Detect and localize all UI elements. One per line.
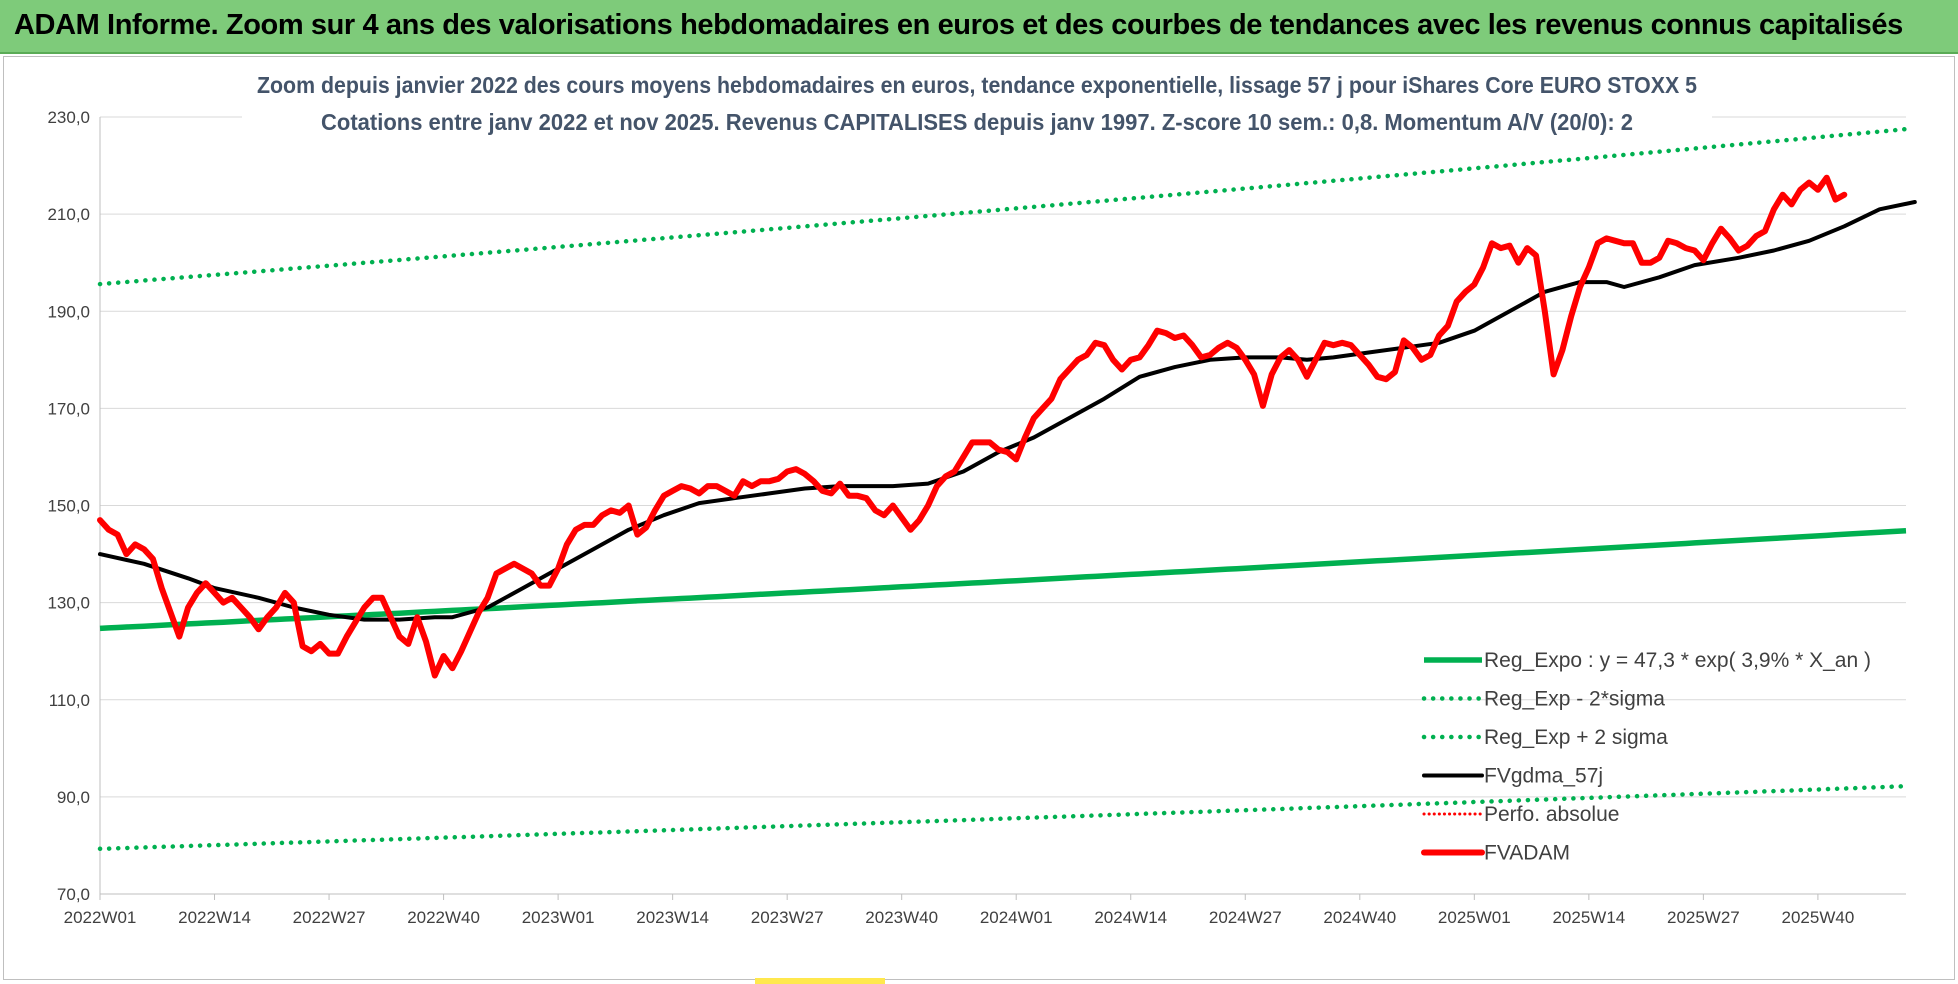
gridlines [100,116,1906,798]
x-tick-label: 2024W40 [1323,908,1396,927]
y-tick-label: 230,0 [47,108,90,127]
x-tick-label: 2022W01 [64,908,137,927]
series-line-red-thick [97,174,1848,679]
x-tick-label: 2025W40 [1782,908,1855,927]
legend-label: FVgdma_57j [1484,765,1603,788]
chart-area: 70,0 90,0 110,0 130,0 150,0 170,0 190,0 210,0 23… [3,56,1955,980]
y-tick-label: 170,0 [47,399,90,418]
legend: Reg_Expo : y = 47,3 * exp( 3,9% * X_an )… [1421,649,1871,865]
legend-label: Reg_Exp + 2 sigma [1484,726,1668,749]
legend-label: Perfo. absolue [1484,803,1619,826]
line-chart: 70,0 90,0 110,0 130,0 150,0 170,0 190,0 210,0 23… [47,63,1917,927]
y-tick-label: 90,0 [57,788,90,807]
x-tick-label: 2023W27 [751,908,824,927]
legend-label: Reg_Expo : y = 47,3 * exp( 3,9% * X_an ) [1484,649,1871,672]
y-tick-label: 210,0 [47,205,90,224]
y-tick-label: 150,0 [47,497,90,516]
x-tick-label: 2023W01 [522,908,595,927]
series-line-green-dotted [97,783,1909,852]
axes: 70,0 90,0 110,0 130,0 150,0 170,0 190,0 210,0 23… [47,108,1906,927]
legend-label: FVADAM [1484,842,1570,865]
report-header: ADAM Informe. Zoom sur 4 ans des valoris… [0,0,1958,54]
report-title: ADAM Informe. Zoom sur 4 ans des valoris… [14,9,1903,41]
series-line-black-solid [98,200,1917,622]
y-tick-label: 190,0 [47,302,90,321]
y-tick-label: 110,0 [49,691,90,710]
x-tick-label: 2022W40 [407,908,480,927]
chart-subtitle: Zoom depuis janvier 2022 des cours moyen… [242,63,1712,145]
y-tick-label: 130,0 [47,594,90,613]
x-tick-label: 2025W01 [1438,908,1511,927]
x-tick-label: 2025W14 [1552,908,1625,927]
x-tick-label: 2024W14 [1094,908,1167,927]
subtitle-line-1: Zoom depuis janvier 2022 des cours moyen… [257,72,1697,98]
subtitle-background [242,63,1712,145]
series-line-green-dotted [97,126,1909,287]
subtitle-line-2: Cotations entre janv 2022 et nov 2025. R… [321,109,1633,135]
series-line-green-solid [99,528,1907,632]
yellow-marker [755,978,885,984]
x-tick-label: 2025W27 [1667,908,1740,927]
x-tick-label: 2023W14 [636,908,709,927]
y-tick-label: 70,0 [57,885,90,904]
x-tick-label: 2024W01 [980,908,1053,927]
x-tick-label: 2024W27 [1209,908,1282,927]
x-tick-label: 2023W40 [865,908,938,927]
legend-label: Reg_Exp - 2*sigma [1484,688,1665,711]
x-tick-label: 2022W14 [178,908,251,927]
x-tick-label: 2022W27 [293,908,366,927]
series-lines [97,126,1917,852]
